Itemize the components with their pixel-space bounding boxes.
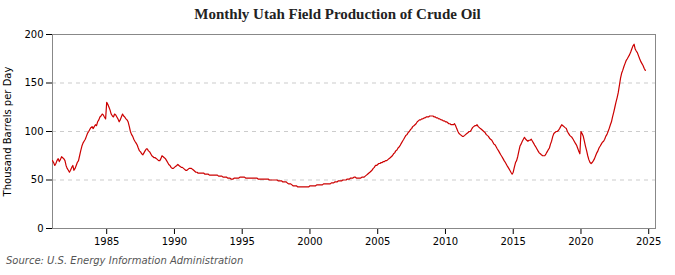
svg-text:1990: 1990: [162, 236, 187, 247]
html-text:Source: U.S. Energy Informatio: Source: U.S. Energy Information Administ…: [6, 255, 244, 266]
html-text:Monthly Utah Field Production: Monthly Utah Field Production of Crude O…: [194, 6, 481, 22]
svg-text:1985: 1985: [94, 236, 119, 247]
svg-text:Thousand Barrels per Day: Thousand Barrels per Day: [2, 67, 13, 198]
svg-text:2005: 2005: [365, 236, 390, 247]
svg-text:200: 200: [24, 29, 43, 40]
svg-text:2025: 2025: [636, 236, 661, 247]
svg-text:50: 50: [31, 174, 44, 185]
svg-text:2015: 2015: [500, 236, 525, 247]
svg-text:2000: 2000: [297, 236, 322, 247]
svg-text:1995: 1995: [229, 236, 254, 247]
svg-text:100: 100: [24, 126, 43, 137]
svg-text:2020: 2020: [568, 236, 593, 247]
svg-text:150: 150: [24, 77, 43, 88]
svg-text:0: 0: [37, 223, 43, 234]
svg-text:2010: 2010: [433, 236, 458, 247]
